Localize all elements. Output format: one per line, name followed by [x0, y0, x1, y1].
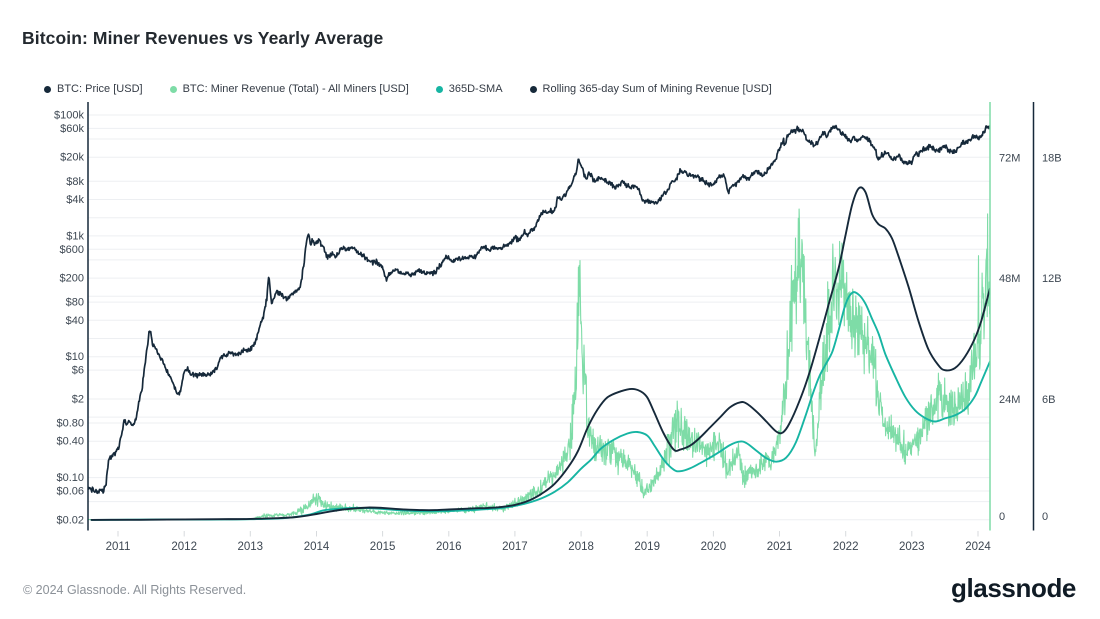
- y-axis-right-m-label: 72M: [999, 153, 1020, 165]
- y-axis-left-label: $0.10: [56, 472, 84, 484]
- y-axis-right-b-label: 6B: [1042, 394, 1055, 406]
- x-axis-label: 2022: [833, 541, 859, 553]
- y-axis-left-label: $200: [60, 273, 84, 285]
- y-axis-right-b-label: 12B: [1042, 273, 1062, 285]
- legend-dot-icon: [529, 85, 537, 93]
- legend: BTC: Price [USD] BTC: Miner Revenue (Tot…: [44, 83, 772, 95]
- y-axis-left: $100k$60k $20k $8k $4k $1k $600 $200 $80 $40 $10 $…: [54, 110, 84, 527]
- x-axis-label: 2021: [767, 541, 793, 553]
- y-axis-left-label: $60k: [60, 123, 84, 135]
- y-axis-left-label: $0.80: [56, 418, 84, 430]
- legend-dot-icon: [435, 85, 443, 93]
- series-rolling-sum: [90, 186, 990, 521]
- y-axis-left-label: $40: [66, 315, 84, 327]
- y-axis-right-millions: 72M 48M 24M 0: [999, 153, 1020, 524]
- y-axis-left-label: $6: [72, 365, 84, 377]
- x-axis-label: 2019: [634, 541, 660, 553]
- x-axis-label: 2020: [701, 541, 727, 553]
- legend-item-365d-sma[interactable]: 365D-SMA: [435, 83, 503, 95]
- legend-label: BTC: Price [USD]: [57, 83, 143, 95]
- y-axis-left-label: $0.06: [56, 486, 84, 498]
- y-axis-right-m-label: 48M: [999, 273, 1020, 285]
- y-axis-left-label: $20k: [60, 152, 84, 164]
- legend-item-miner-revenue[interactable]: BTC: Miner Revenue (Total) - All Miners …: [169, 83, 409, 95]
- legend-item-rolling-sum[interactable]: Rolling 365-day Sum of Mining Revenue [U…: [529, 83, 772, 95]
- y-axis-right-m-label: 0: [999, 511, 1005, 523]
- series-365d-sma: [90, 291, 990, 521]
- y-axis-left-label: $4k: [66, 194, 84, 206]
- legend-label: BTC: Miner Revenue (Total) - All Miners …: [182, 83, 409, 95]
- x-axis-label: 2023: [899, 541, 925, 553]
- x-axis-label: 2018: [568, 541, 594, 553]
- x-axis-label: 2014: [304, 541, 330, 553]
- x-axis: 2011 2012 2013 2014 2015 2016 2017 2018 2019 2020…: [106, 531, 991, 553]
- x-axis-label: 2013: [238, 541, 264, 553]
- y-axis-left-label: $0.02: [56, 514, 84, 526]
- x-axis-label: 2017: [502, 541, 528, 553]
- y-axis-left-label: $8k: [66, 176, 84, 188]
- plot-area[interactable]: [88, 102, 990, 531]
- y-axis-left-label: $0.40: [56, 436, 84, 448]
- x-axis-label: 2012: [171, 541, 197, 553]
- y-axis-left-label: $10: [66, 351, 84, 363]
- y-axis-right-b-label: 18B: [1042, 153, 1062, 165]
- legend-label: Rolling 365-day Sum of Mining Revenue [U…: [542, 83, 772, 95]
- y-axis-left-label: $600: [60, 244, 84, 256]
- y-axis-right-billions: 18B 12B 6B 0: [1042, 153, 1062, 524]
- footer-copyright: © 2024 Glassnode. All Rights Reserved.: [23, 583, 247, 597]
- x-axis-label: 2015: [370, 541, 396, 553]
- x-axis-label: 2016: [436, 541, 462, 553]
- y-axis-left-label: $100k: [54, 110, 84, 122]
- y-axis-left-label: $80: [66, 297, 84, 309]
- chart-title: Bitcoin: Miner Revenues vs Yearly Averag…: [22, 28, 384, 48]
- series-btc-price: [88, 124, 990, 495]
- legend-item-btc-price[interactable]: BTC: Price [USD]: [44, 83, 143, 95]
- y-axis-right-b-label: 0: [1042, 511, 1048, 523]
- x-axis-label: 2024: [965, 541, 991, 553]
- legend-dot-icon: [169, 85, 177, 93]
- series-layer: [88, 124, 990, 521]
- legend-dot-icon: [44, 85, 51, 93]
- y-axis-left-label: $1k: [66, 230, 84, 242]
- y-axis-left-label: $2: [72, 394, 84, 406]
- legend-label: 365D-SMA: [448, 83, 503, 95]
- glassnode-logo: glassnode: [951, 573, 1076, 603]
- y-axis-right-m-label: 24M: [999, 394, 1020, 406]
- x-axis-label: 2011: [106, 541, 131, 553]
